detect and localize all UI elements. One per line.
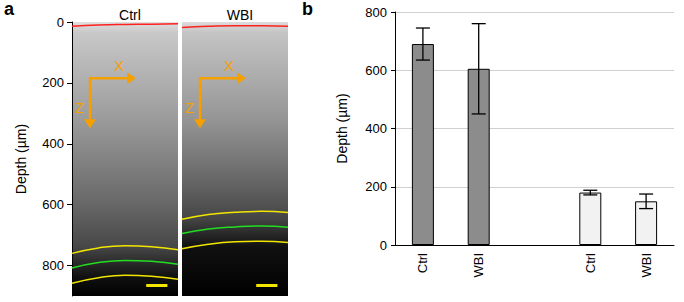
svg-text:200: 200 <box>365 179 387 194</box>
svg-text:800: 800 <box>365 5 387 20</box>
svg-text:Depth (µm): Depth (µm) <box>334 93 350 163</box>
svg-text:200: 200 <box>42 75 64 90</box>
svg-text:WBI: WBI <box>471 253 486 278</box>
svg-text:600: 600 <box>42 197 64 212</box>
svg-text:X: X <box>114 57 124 74</box>
svg-text:WBI: WBI <box>639 253 654 278</box>
svg-text:0: 0 <box>57 15 64 30</box>
svg-text:600: 600 <box>365 63 387 78</box>
svg-text:Ctrl: Ctrl <box>119 7 141 23</box>
svg-text:0: 0 <box>380 238 387 253</box>
svg-text:400: 400 <box>365 121 387 136</box>
svg-text:Depth (µm): Depth (µm) <box>13 124 29 194</box>
svg-text:WBI: WBI <box>227 7 253 23</box>
svg-text:b: b <box>302 0 313 19</box>
svg-text:Ctrl: Ctrl <box>583 253 598 273</box>
svg-text:a: a <box>4 0 15 19</box>
svg-text:Z: Z <box>185 99 194 116</box>
svg-text:800: 800 <box>42 258 64 273</box>
svg-text:Ctrl: Ctrl <box>415 253 430 273</box>
svg-text:400: 400 <box>42 136 64 151</box>
svg-text:Z: Z <box>75 99 84 116</box>
svg-text:X: X <box>224 57 234 74</box>
